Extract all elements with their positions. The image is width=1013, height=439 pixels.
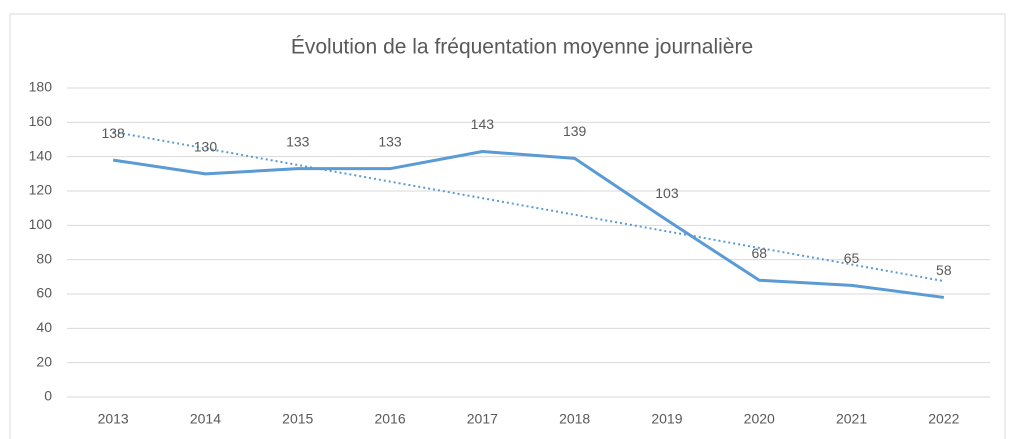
x-tick-label: 2017 (467, 411, 498, 427)
y-tick-label: 20 (36, 353, 52, 369)
data-label: 143 (471, 116, 495, 132)
chart-title: Évolution de la fréquentation moyenne jo… (291, 36, 753, 59)
x-tick-label: 2022 (928, 411, 959, 427)
x-tick-label: 2020 (744, 411, 775, 427)
data-label: 58 (936, 262, 952, 278)
x-tick-label: 2016 (374, 411, 405, 427)
y-tick-label: 0 (44, 388, 52, 404)
y-tick-label: 80 (36, 250, 52, 266)
data-label: 68 (751, 245, 767, 261)
data-label: 103 (655, 185, 679, 201)
y-tick-label: 140 (29, 147, 53, 163)
y-tick-label: 120 (29, 182, 53, 198)
data-label: 65 (844, 250, 860, 266)
y-tick-label: 160 (29, 113, 53, 129)
data-label: 139 (563, 123, 587, 139)
x-tick-label: 2014 (190, 411, 221, 427)
y-tick-label: 100 (29, 216, 53, 232)
trendline (112, 130, 945, 283)
x-tick-label: 2019 (651, 411, 682, 427)
x-tick-label: 2018 (559, 411, 590, 427)
data-label: 133 (286, 133, 310, 149)
data-label: 138 (101, 125, 125, 141)
x-tick-label: 2021 (836, 411, 867, 427)
y-tick-label: 180 (29, 79, 53, 95)
data-label: 133 (378, 133, 402, 149)
chart-frame (9, 13, 1006, 439)
x-tick-label: 2013 (98, 411, 129, 427)
x-tick-label: 2015 (282, 411, 313, 427)
y-tick-label: 60 (36, 285, 52, 301)
y-tick-label: 40 (36, 319, 52, 335)
data-line (112, 150, 945, 299)
data-label: 130 (194, 139, 218, 155)
